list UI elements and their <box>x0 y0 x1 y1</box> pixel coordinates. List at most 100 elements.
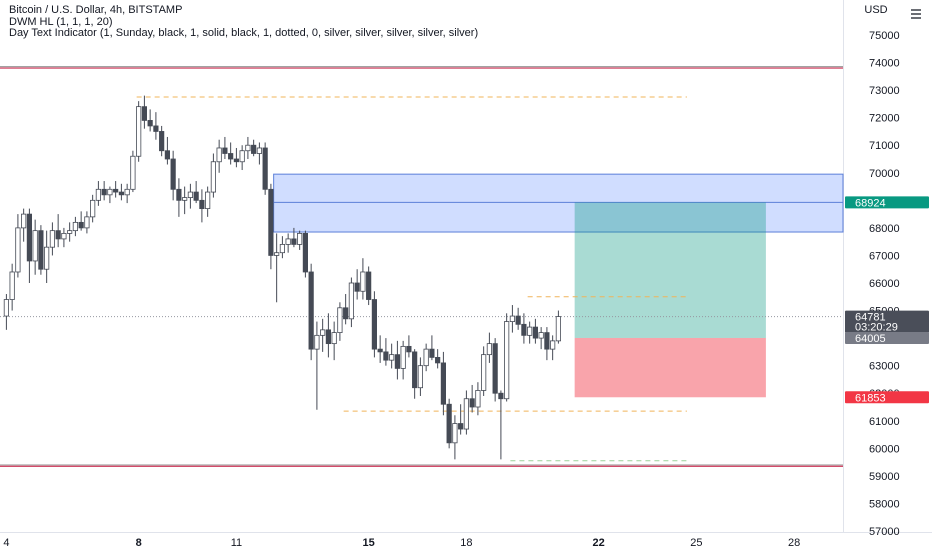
legend-indicator-daytext[interactable]: Day Text Indicator (1, Sunday, black, 1,… <box>9 27 479 39</box>
candle-body <box>187 191 193 198</box>
candle-body <box>343 307 349 320</box>
candle-body <box>412 351 418 389</box>
candle-body <box>538 332 544 339</box>
candle-body <box>291 238 297 245</box>
price-tick-label: 75000 <box>869 30 900 42</box>
candle-body <box>458 423 464 430</box>
price-tick-label: 66000 <box>869 278 900 290</box>
price-label-countdown: 03:20:29 <box>855 322 898 334</box>
candle-body <box>406 345 412 353</box>
candle-body <box>193 191 199 201</box>
candle-body <box>49 230 56 248</box>
candle-body <box>164 150 170 160</box>
price-tick-label: 57000 <box>869 526 900 538</box>
candle-body <box>360 271 366 292</box>
candle-body <box>331 332 337 345</box>
candle-body <box>481 354 487 391</box>
candle-body <box>26 213 33 262</box>
price-tick-label: 61000 <box>869 416 900 428</box>
candle-body <box>61 232 67 240</box>
price-tick-label: 67000 <box>869 250 900 262</box>
time-tick-label: 18 <box>460 537 472 549</box>
candle-body <box>417 365 424 389</box>
candle-body <box>44 246 50 270</box>
currency-label[interactable]: USD <box>864 4 888 16</box>
candle-body <box>308 271 314 350</box>
candle-body <box>532 326 539 339</box>
position-loss-zone <box>574 337 766 398</box>
candle-body <box>147 120 153 127</box>
price-tick-label: 72000 <box>869 113 900 125</box>
price-label-box <box>845 310 929 333</box>
candle-body <box>383 351 389 361</box>
candle-body <box>84 216 90 229</box>
time-tick-label: 28 <box>788 537 800 549</box>
time-tick-label: 11 <box>231 537 242 549</box>
candle-body <box>216 147 222 163</box>
candle-body <box>9 271 15 300</box>
candle-body <box>170 158 176 190</box>
candle-body <box>3 299 9 317</box>
candle-body <box>32 230 38 262</box>
candle-body <box>429 348 435 358</box>
candle-body <box>527 326 533 336</box>
candle-body <box>153 125 159 132</box>
candle-body <box>90 199 96 218</box>
price-label-box <box>845 196 929 209</box>
candle-body <box>285 238 291 245</box>
candle-body <box>544 332 550 350</box>
candle-body <box>521 323 527 336</box>
candle-body <box>124 188 130 196</box>
candle-body <box>199 199 205 209</box>
price-label-box <box>845 391 929 404</box>
candle-body <box>366 271 372 300</box>
candle-body <box>463 398 470 430</box>
candle-body <box>452 423 458 444</box>
candle-body <box>239 150 245 163</box>
position-profit-zone <box>574 202 766 338</box>
candle-body <box>550 340 556 350</box>
candle-body <box>475 390 481 408</box>
candle-body <box>423 348 429 367</box>
supply-zone <box>273 173 844 233</box>
price-tick-label: 58000 <box>869 498 900 510</box>
auto-scale-icon[interactable] <box>904 4 928 24</box>
time-tick-label: 22 <box>593 537 605 549</box>
candle-body <box>67 230 73 234</box>
time-tick-label: 25 <box>690 537 702 549</box>
candle-body <box>233 158 239 163</box>
candle-body <box>394 354 401 369</box>
candle-body <box>446 403 452 444</box>
price-tick-label: 71000 <box>869 140 900 152</box>
candle-body <box>440 362 447 405</box>
price-tick-label: 73000 <box>869 85 900 97</box>
candle-body <box>314 334 320 350</box>
legend-symbol[interactable]: Bitcoin / U.S. Dollar, 4h, BITSTAMP <box>9 4 183 16</box>
candle-body <box>228 153 234 160</box>
candle-body <box>107 188 113 196</box>
price-tick-label: 70000 <box>869 168 900 180</box>
candle-body <box>176 188 182 201</box>
candle-body <box>371 299 378 350</box>
candle-body <box>555 316 562 342</box>
candle-body <box>55 230 61 240</box>
candle-body <box>348 282 355 320</box>
candle-body <box>509 315 516 322</box>
candle-body <box>205 191 211 209</box>
candle-body <box>262 147 268 190</box>
price-label-box <box>845 331 929 344</box>
price-tick-label: 74000 <box>869 58 900 70</box>
candle-body <box>210 161 216 193</box>
candle-body <box>302 232 309 273</box>
candle-body <box>101 188 107 196</box>
legend-indicator-dwm[interactable]: DWM HL (1, 1, 1, 20) <box>9 15 113 28</box>
price-tick-label: 63000 <box>869 361 900 373</box>
candle-body <box>354 282 360 292</box>
candle-body <box>504 321 510 400</box>
candle-body <box>245 144 251 152</box>
price-label-text: 68924 <box>855 197 886 209</box>
candle-body <box>400 345 406 369</box>
candle-body <box>337 307 343 333</box>
